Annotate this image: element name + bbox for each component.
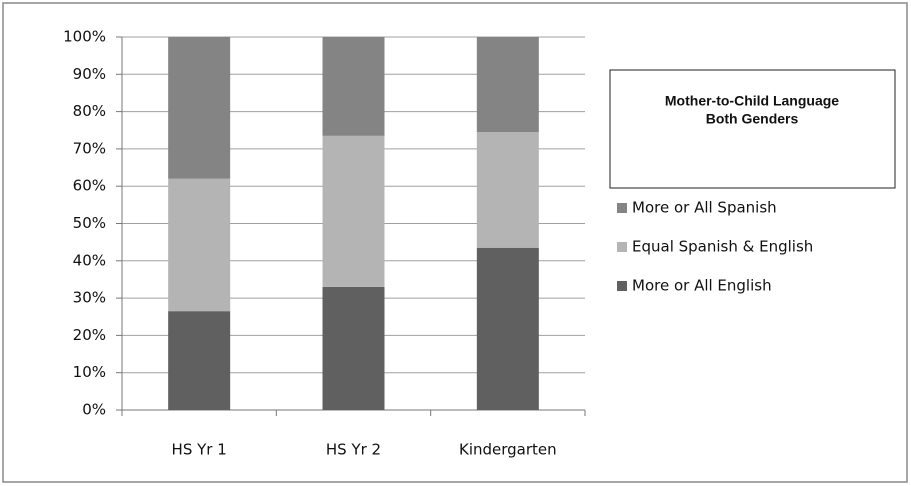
- y-tick-label: 80%: [73, 102, 106, 120]
- legend-label: Equal Spanish & English: [632, 238, 813, 256]
- chart-title: Mother-to-Child Language: [665, 93, 839, 109]
- bar-segment: [168, 311, 231, 410]
- legend-swatch: [617, 281, 627, 291]
- bar-segment: [168, 37, 231, 179]
- chart-title: Both Genders: [706, 111, 799, 127]
- bar-segment: [476, 247, 539, 410]
- x-tick-label: HS Yr 1: [172, 441, 227, 459]
- y-tick-label: 40%: [73, 251, 106, 269]
- title-box: [609, 69, 896, 189]
- legend-swatch: [617, 242, 627, 252]
- legend-swatch: [617, 203, 627, 213]
- y-tick-label: 10%: [73, 363, 106, 381]
- x-tick-label: HS Yr 2: [326, 441, 381, 459]
- legend-label: More or All English: [632, 277, 772, 295]
- bar-segment: [168, 178, 231, 312]
- bar-segment: [322, 135, 385, 287]
- legend-label: More or All Spanish: [632, 199, 777, 217]
- y-tick-label: 60%: [73, 177, 106, 195]
- y-tick-label: 70%: [73, 139, 106, 157]
- y-tick-label: 100%: [63, 28, 106, 46]
- bar-segment: [322, 286, 385, 410]
- bar-segment: [322, 37, 385, 136]
- bar-segment: [476, 132, 539, 248]
- y-tick-label: 20%: [73, 326, 106, 344]
- y-tick-label: 50%: [73, 214, 106, 232]
- bar-segment: [476, 37, 539, 133]
- y-tick-label: 30%: [73, 289, 106, 307]
- y-tick-label: 90%: [73, 65, 106, 83]
- x-tick-label: Kindergarten: [459, 441, 557, 459]
- y-tick-label: 0%: [82, 401, 106, 419]
